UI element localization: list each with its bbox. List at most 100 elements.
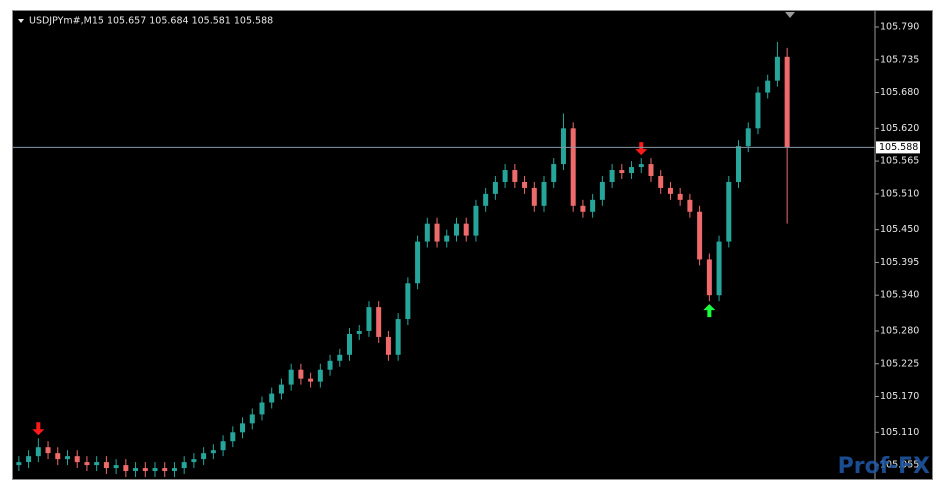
plot-background [12, 10, 933, 480]
candle-body [444, 235, 450, 242]
candle-body [16, 462, 22, 466]
candle-body [590, 199, 596, 212]
candle-body [385, 336, 391, 355]
candle-body [123, 465, 129, 472]
candle-body [755, 92, 761, 129]
candle-body [181, 462, 187, 469]
candle-body [512, 170, 518, 182]
candle-body [638, 164, 644, 168]
y-tick-label: 105.055 [880, 460, 919, 471]
candle-body [463, 223, 469, 236]
candle-body [424, 223, 430, 242]
candle-body [308, 378, 314, 382]
candle-body [599, 181, 605, 200]
candle-body [133, 468, 139, 472]
signal-arrow [635, 142, 648, 156]
candle-body [249, 414, 255, 424]
signal-arrow [32, 422, 45, 436]
candle-body [298, 369, 304, 379]
candle-body [210, 450, 216, 454]
candle-body [74, 456, 80, 463]
candle-body [94, 462, 100, 466]
candle-body [687, 199, 693, 212]
candle-body [580, 205, 586, 212]
candle-body [35, 447, 41, 457]
candle-body [726, 181, 732, 242]
candle-body [483, 193, 489, 206]
candle-body [220, 441, 226, 451]
y-tick-label: 105.280 [880, 325, 919, 336]
candle-body [658, 175, 664, 188]
candle-body [376, 307, 382, 337]
candle-body [706, 259, 712, 296]
price-label-box [876, 141, 920, 154]
candle-body [142, 468, 148, 472]
candle-body [395, 319, 401, 355]
candle-body [405, 283, 411, 320]
candle-body [736, 146, 742, 182]
candle-body [697, 211, 703, 260]
y-tick-label: 105.790 [880, 21, 919, 32]
y-tick-label: 105.110 [880, 427, 919, 438]
y-tick-label: 105.620 [880, 123, 919, 134]
y-tick-label: 105.225 [880, 358, 919, 369]
candle-body [356, 330, 362, 334]
candle-body [677, 193, 683, 200]
candle-body [84, 462, 90, 466]
candle-body [113, 465, 119, 469]
candle-body [337, 354, 343, 361]
candle-body [648, 164, 654, 176]
candle-body [201, 453, 207, 460]
candle-body [609, 170, 615, 182]
candle-body [230, 432, 236, 442]
y-tick-label: 105.340 [880, 290, 919, 301]
candle-body [415, 241, 421, 284]
candle-body [784, 56, 790, 148]
y-tick-label: 105.565 [880, 156, 919, 167]
candle-body [26, 456, 32, 463]
candle-body [522, 181, 528, 188]
candle-body [55, 453, 61, 460]
y-tick-label: 105.170 [880, 391, 919, 402]
candle-body [259, 402, 265, 415]
signal-arrow [703, 304, 716, 318]
candle-body [745, 128, 751, 147]
candle-body [629, 167, 635, 174]
candle-body [765, 80, 771, 93]
candle-body [716, 241, 722, 296]
candle-body [191, 459, 197, 463]
candle-body [278, 384, 284, 394]
y-tick-label: 105.510 [880, 188, 919, 199]
menu-triangle [18, 19, 24, 23]
candle-body [366, 307, 372, 331]
y-tick-label: 105.450 [880, 224, 919, 235]
candle-body [473, 205, 479, 236]
candle-body [240, 423, 246, 433]
candle-body [269, 393, 275, 403]
candle-body [667, 187, 673, 194]
candle-body [551, 164, 557, 182]
candle-body [45, 447, 51, 454]
candle-body [619, 170, 625, 174]
candle-body [317, 369, 323, 382]
candle-body [531, 187, 537, 206]
price-label: 105.588 [879, 142, 918, 153]
shift-marker [785, 12, 795, 18]
candle-body [453, 223, 459, 236]
candle-body [152, 468, 158, 472]
y-tick-label: 105.735 [880, 54, 919, 65]
y-tick-label: 105.680 [880, 87, 919, 98]
candle-body [541, 181, 547, 206]
candle-body [64, 456, 70, 460]
candle-body [171, 468, 177, 472]
candle-body [347, 333, 353, 355]
candle-body [492, 181, 498, 194]
y-tick-label: 105.395 [880, 257, 919, 268]
candle-body [288, 369, 294, 385]
candle-body [570, 128, 576, 206]
header: USDJPYm#,M15 105.657 105.684 105.581 105… [29, 16, 273, 27]
candle-body [502, 170, 508, 182]
plot-border [12, 10, 933, 480]
candle-body [327, 360, 333, 370]
